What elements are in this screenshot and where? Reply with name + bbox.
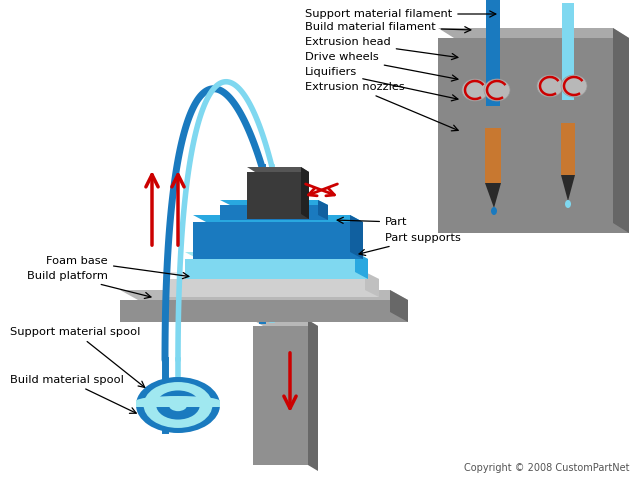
Polygon shape — [185, 259, 368, 279]
Polygon shape — [136, 401, 220, 407]
Polygon shape — [308, 320, 318, 471]
Ellipse shape — [136, 377, 220, 433]
Polygon shape — [350, 215, 363, 259]
Text: Drive wheels: Drive wheels — [305, 52, 458, 81]
Polygon shape — [120, 290, 408, 300]
Polygon shape — [220, 200, 328, 205]
Ellipse shape — [169, 399, 188, 411]
Ellipse shape — [462, 79, 488, 101]
Text: Build material filament: Build material filament — [305, 22, 471, 33]
Polygon shape — [301, 167, 309, 219]
Polygon shape — [318, 200, 328, 220]
Polygon shape — [193, 222, 363, 259]
Ellipse shape — [136, 396, 220, 406]
Polygon shape — [438, 28, 629, 38]
Text: Extrusion head: Extrusion head — [305, 37, 458, 60]
Ellipse shape — [561, 75, 587, 97]
Polygon shape — [613, 28, 629, 233]
Text: Extrusion nozzles: Extrusion nozzles — [305, 82, 458, 131]
Polygon shape — [120, 300, 408, 322]
Polygon shape — [355, 252, 368, 279]
Text: Part: Part — [337, 217, 408, 227]
Text: Support material filament: Support material filament — [305, 9, 496, 19]
Polygon shape — [438, 38, 629, 233]
Ellipse shape — [143, 382, 212, 428]
Polygon shape — [365, 272, 379, 297]
Polygon shape — [247, 172, 309, 219]
Polygon shape — [390, 290, 408, 322]
Polygon shape — [486, 38, 500, 106]
Polygon shape — [485, 183, 501, 208]
Text: Liquifiers: Liquifiers — [305, 67, 458, 101]
Ellipse shape — [491, 207, 497, 215]
Polygon shape — [220, 205, 328, 220]
Polygon shape — [562, 38, 574, 100]
Polygon shape — [561, 123, 575, 175]
Ellipse shape — [537, 75, 563, 97]
Polygon shape — [485, 128, 501, 183]
Ellipse shape — [565, 200, 571, 208]
Polygon shape — [253, 320, 318, 326]
Polygon shape — [253, 326, 308, 465]
Polygon shape — [247, 167, 309, 172]
Text: Foam base: Foam base — [46, 256, 189, 278]
Text: Build platform: Build platform — [27, 271, 151, 299]
Ellipse shape — [484, 79, 510, 101]
Polygon shape — [562, 3, 574, 39]
Polygon shape — [185, 252, 368, 259]
Polygon shape — [193, 215, 363, 222]
Text: Build material spool: Build material spool — [10, 375, 136, 413]
Polygon shape — [486, 0, 500, 38]
Text: Copyright © 2008 CustomPartNet: Copyright © 2008 CustomPartNet — [465, 463, 630, 473]
Ellipse shape — [156, 390, 200, 420]
Text: Part supports: Part supports — [359, 233, 461, 255]
Polygon shape — [561, 175, 575, 201]
Text: Support material spool: Support material spool — [10, 327, 145, 387]
Polygon shape — [168, 279, 379, 297]
Polygon shape — [168, 272, 379, 279]
